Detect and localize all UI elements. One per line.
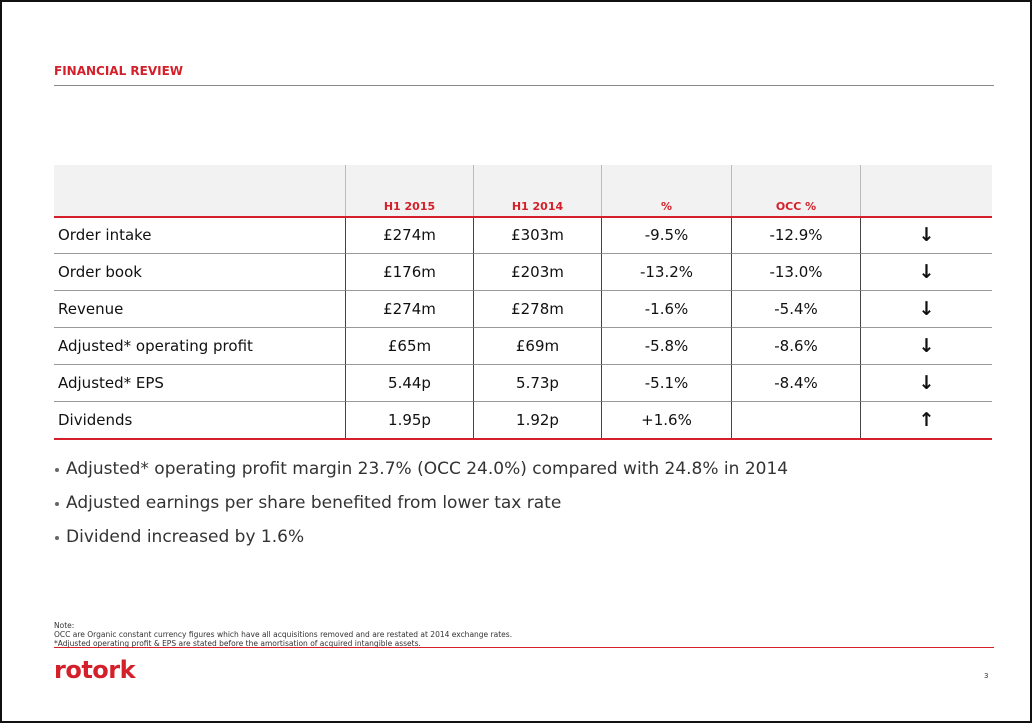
trend-arrow: ↑ [860, 402, 992, 439]
table-cell: £65m [345, 328, 473, 365]
table-cell: -8.6% [731, 328, 860, 365]
column-header: H1 2014 [473, 165, 601, 217]
row-label: Revenue [54, 291, 345, 328]
header-blank [54, 165, 345, 217]
note-line: Note: [54, 621, 75, 630]
table-cell: £69m [473, 328, 601, 365]
table-cell: 5.73p [473, 365, 601, 402]
table-cell: -8.4% [731, 365, 860, 402]
title-rule [54, 85, 994, 86]
column-header: H1 2015 [345, 165, 473, 217]
table-cell: £203m [473, 254, 601, 291]
row-label: Adjusted* EPS [54, 365, 345, 402]
table-cell: £274m [345, 291, 473, 328]
bullet-dot [55, 502, 59, 506]
trend-arrow: ↓ [860, 291, 992, 328]
table-cell [731, 402, 860, 439]
table-cell: £176m [345, 254, 473, 291]
trend-arrow: ↓ [860, 217, 992, 254]
table-cell: 5.44p [345, 365, 473, 402]
table-cell: -13.2% [601, 254, 731, 291]
table-bottom-rule [54, 438, 992, 440]
bullet-text: Dividend increased by 1.6% [66, 527, 305, 547]
logo: rotork [54, 656, 136, 684]
note-line: OCC are Organic constant currency figure… [54, 630, 513, 639]
row-label: Adjusted* operating profit [54, 328, 345, 365]
row-label: Dividends [54, 402, 345, 439]
table-cell: -5.1% [601, 365, 731, 402]
bullet-text: Adjusted* operating profit margin 23.7% … [66, 459, 789, 479]
table-cell: £303m [473, 217, 601, 254]
column-header: % [601, 165, 731, 217]
page-number: 3 [984, 672, 989, 680]
table-cell: £278m [473, 291, 601, 328]
header-rule [54, 216, 992, 218]
note-line: *Adjusted operating profit & EPS are sta… [54, 639, 421, 648]
trend-arrow: ↓ [860, 254, 992, 291]
table-cell: +1.6% [601, 402, 731, 439]
table-cell: -9.5% [601, 217, 731, 254]
column-header: OCC % [731, 165, 860, 217]
trend-arrow: ↓ [860, 365, 992, 402]
table-cell: 1.95p [345, 402, 473, 439]
table-cell: £274m [345, 217, 473, 254]
title: FINANCIAL REVIEW [54, 64, 184, 78]
bullet-text: Adjusted earnings per share benefited fr… [66, 493, 562, 513]
bullet-dot [55, 468, 59, 472]
bullet-dot [55, 536, 59, 540]
row-label: Order intake [54, 217, 345, 254]
table-cell: -13.0% [731, 254, 860, 291]
table-cell: -5.4% [731, 291, 860, 328]
table-cell: -5.8% [601, 328, 731, 365]
column-header [860, 165, 992, 217]
trend-arrow: ↓ [860, 328, 992, 365]
table-cell: 1.92p [473, 402, 601, 439]
footer-rule [54, 647, 994, 648]
row-label: Order book [54, 254, 345, 291]
table-cell: -1.6% [601, 291, 731, 328]
table-cell: -12.9% [731, 217, 860, 254]
